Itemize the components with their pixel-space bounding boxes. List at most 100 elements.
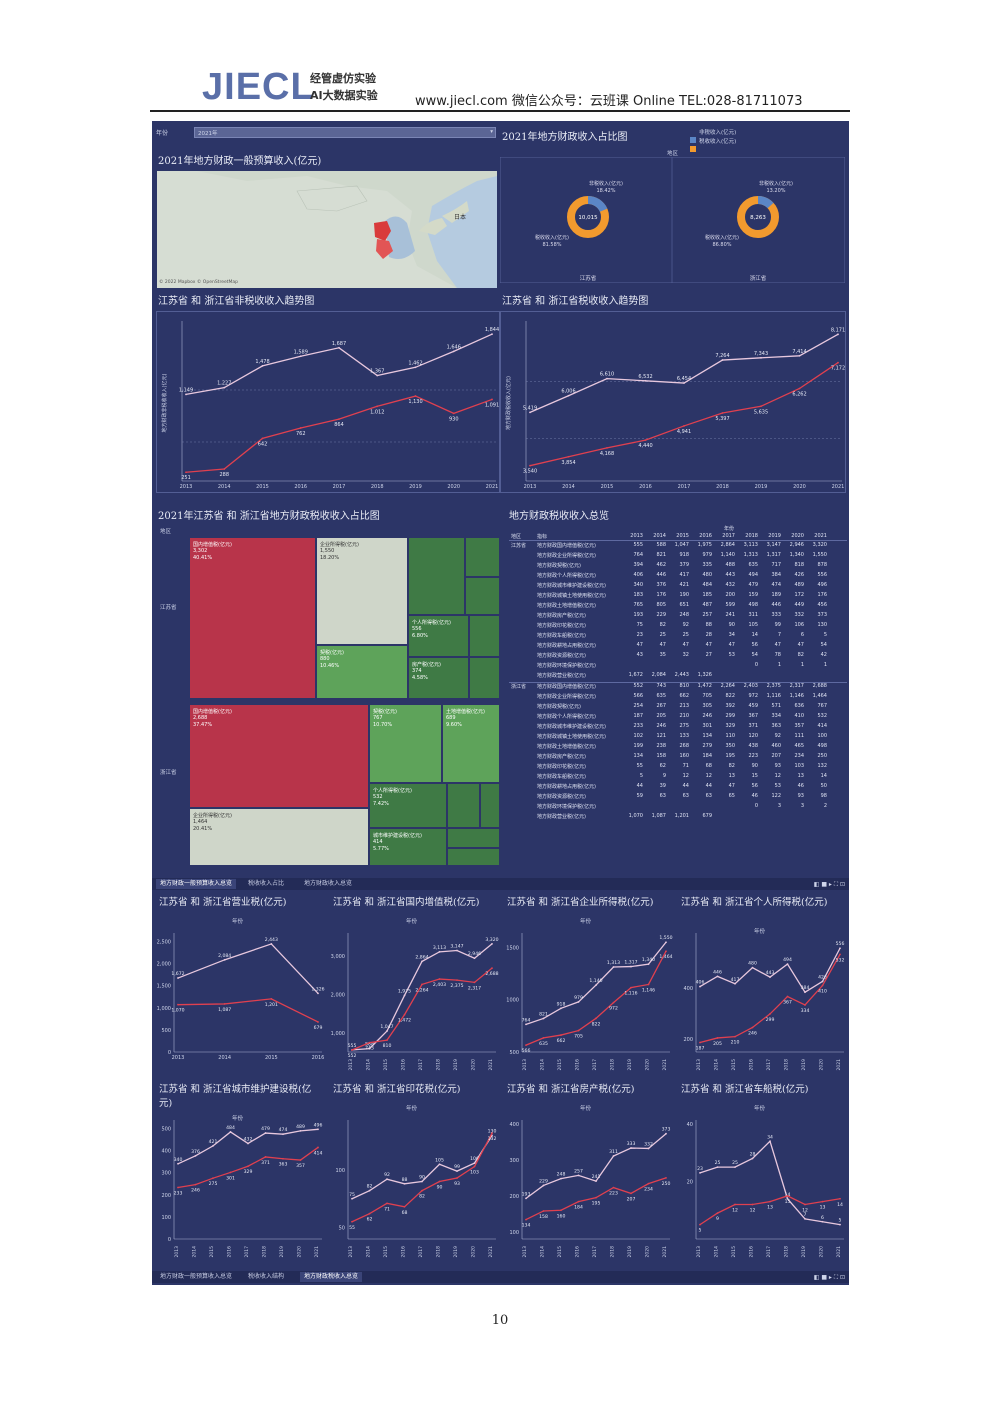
data-point[interactable] (647, 1182, 650, 1185)
data-point[interactable] (299, 1129, 302, 1132)
data-point[interactable] (542, 1184, 545, 1187)
data-point[interactable] (647, 963, 650, 966)
nontax-trend-chart[interactable]: 2013 2014 2015 2016 2017 2018 2019 2020 2021 1,14… (156, 311, 500, 493)
data-point[interactable] (317, 1146, 319, 1149)
data-point[interactable] (699, 1041, 701, 1044)
data-point[interactable] (683, 382, 685, 384)
data-point[interactable] (212, 1144, 214, 1147)
data-point[interactable] (606, 446, 608, 449)
data-point[interactable] (261, 365, 264, 367)
data-point[interactable] (798, 387, 801, 390)
data-point[interactable] (452, 412, 455, 415)
data-point[interactable] (473, 1162, 476, 1164)
data-point[interactable] (223, 1003, 226, 1005)
data-point[interactable] (644, 379, 647, 382)
small-line-chart[interactable]: 500 1000 1500 2013 2014 2015 2016 2017 2018 2019 2… (502, 929, 674, 1074)
data-point[interactable] (786, 995, 789, 998)
small-line-chart[interactable]: 50 100 2013 2014 2015 2016 2017 2018 2019 2020 202… (328, 1116, 500, 1261)
data-point[interactable] (403, 1205, 406, 1208)
data-point[interactable] (414, 366, 417, 369)
data-point[interactable] (282, 1157, 284, 1160)
data-point[interactable] (734, 1203, 736, 1206)
data-point[interactable] (223, 468, 226, 470)
data-point[interactable] (229, 1131, 232, 1133)
data-point[interactable] (525, 1218, 527, 1221)
treemap-js-vat[interactable]: 国内增值税(亿元) 3,302 40.41% (189, 537, 316, 699)
data-point[interactable] (421, 1180, 423, 1183)
data-point[interactable] (264, 1132, 267, 1134)
data-point[interactable] (491, 333, 493, 336)
data-point[interactable] (595, 984, 597, 986)
data-point[interactable] (177, 977, 179, 979)
summary-table[interactable]: 年份 地区 指标 2013 2014 2015 2016 2017 2018 2019 2020 20… (509, 525, 847, 835)
series-line-zhejiang[interactable] (185, 395, 493, 473)
data-point[interactable] (716, 1166, 719, 1169)
data-point[interactable] (804, 991, 806, 994)
data-point[interactable] (414, 395, 417, 397)
data-point[interactable] (299, 1159, 302, 1161)
data-point[interactable] (491, 398, 493, 401)
data-point[interactable] (456, 1177, 458, 1179)
data-point[interactable] (821, 1220, 824, 1223)
data-point[interactable] (368, 1189, 371, 1192)
data-point[interactable] (716, 975, 719, 978)
data-point[interactable] (577, 1029, 580, 1032)
data-point[interactable] (542, 1036, 545, 1039)
data-point[interactable] (595, 1180, 597, 1183)
data-point[interactable] (456, 1170, 458, 1173)
data-point[interactable] (644, 439, 647, 442)
data-point[interactable] (177, 1186, 179, 1189)
data-point[interactable] (560, 1209, 562, 1212)
data-point[interactable] (438, 950, 441, 953)
data-point[interactable] (473, 1165, 476, 1168)
treemap-zj-pit[interactable]: 个人所得税(亿元) 532 7.42% (369, 783, 447, 828)
data-point[interactable] (647, 1147, 650, 1150)
tax-trend-chart[interactable]: 2013 2014 2015 2016 2017 2018 2019 2020 2021 5,41… (500, 311, 846, 493)
data-point[interactable] (612, 1186, 615, 1189)
data-point[interactable] (721, 359, 724, 361)
treemap-js-property[interactable]: 房产税(亿元) 374 4.58% (408, 657, 469, 699)
series-line-zhejiang[interactable] (351, 967, 493, 1051)
data-point[interactable] (247, 1165, 249, 1168)
data-point[interactable] (839, 947, 841, 950)
data-point[interactable] (317, 1128, 319, 1131)
data-point[interactable] (786, 963, 789, 965)
data-point[interactable] (529, 411, 531, 414)
data-point[interactable] (525, 1197, 527, 1200)
data-point[interactable] (751, 1157, 754, 1160)
data-point[interactable] (525, 1044, 527, 1046)
data-point[interactable] (351, 1197, 353, 1200)
data-point[interactable] (577, 1174, 580, 1177)
data-point[interactable] (665, 1132, 667, 1135)
data-point[interactable] (560, 1034, 562, 1036)
treemap-zj-cell[interactable] (447, 848, 500, 866)
treemap-zj-vat[interactable]: 国内增值税(亿元) 2,688 37.47% (189, 704, 369, 808)
data-point[interactable] (699, 985, 701, 988)
treemap-zj-deed[interactable]: 契税(亿元) 767 10.70% (369, 704, 442, 783)
data-point[interactable] (386, 1178, 388, 1181)
data-point[interactable] (798, 354, 801, 357)
view-controls-2[interactable]: ◧ ■ ▸ ⛶ ⊡ (813, 1274, 845, 1281)
data-point[interactable] (317, 992, 319, 995)
data-point[interactable] (769, 1140, 771, 1143)
data-point[interactable] (282, 1133, 284, 1136)
data-point[interactable] (403, 1182, 406, 1185)
data-point[interactable] (270, 943, 273, 945)
data-point[interactable] (421, 1189, 423, 1192)
data-point[interactable] (612, 1001, 615, 1004)
series-line-jiangsu[interactable] (351, 1135, 493, 1200)
treemap[interactable]: 江苏省 浙江省 国内增值税(亿元) 3,302 40.41% 企业所得税(亿元) 1,550… (152, 533, 502, 871)
treemap-js-cell[interactable] (469, 657, 500, 699)
data-point[interactable] (212, 1177, 214, 1180)
data-point[interactable] (529, 464, 531, 467)
data-point[interactable] (229, 1171, 232, 1174)
treemap-zj-lvat[interactable]: 土地增值税(亿元) 689 9.60% (442, 704, 500, 783)
data-point[interactable] (491, 943, 493, 945)
data-point[interactable] (769, 976, 771, 979)
data-point[interactable] (699, 1223, 701, 1226)
data-point[interactable] (299, 355, 302, 358)
data-point[interactable] (821, 980, 824, 983)
tab-overview[interactable]: 地方财政一般预算收入总览 (156, 879, 237, 889)
data-point[interactable] (769, 1013, 771, 1015)
data-point[interactable] (786, 1197, 789, 1200)
